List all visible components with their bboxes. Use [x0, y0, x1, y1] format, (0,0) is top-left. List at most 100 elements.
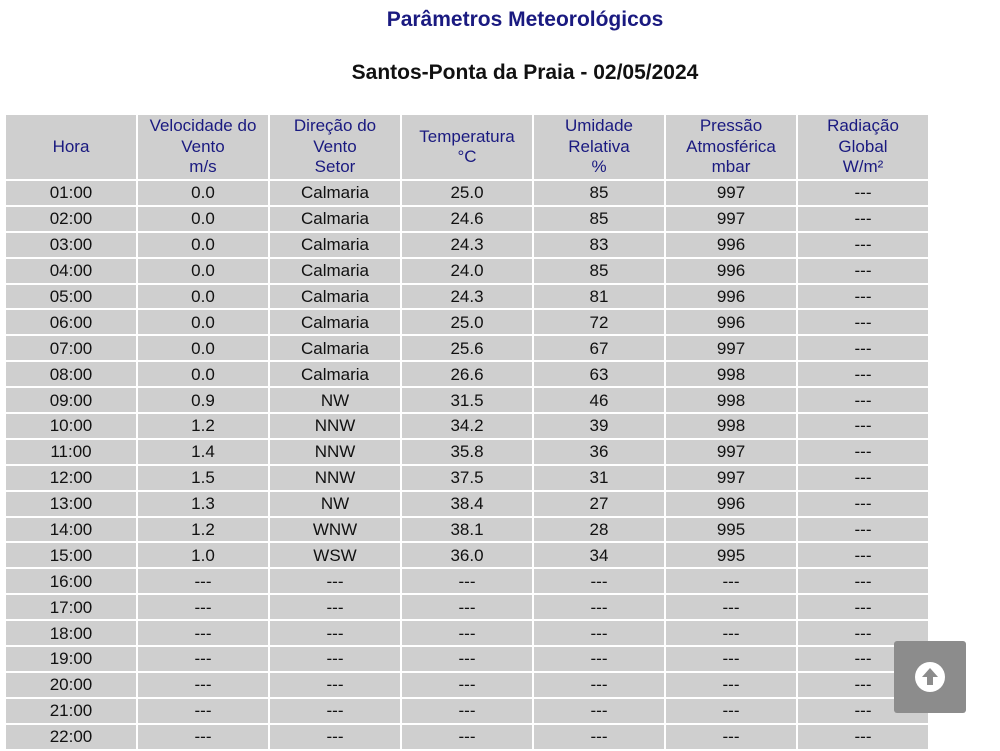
table-cell-temperatura: 25.0	[402, 181, 532, 205]
table-cell-temperatura: 38.4	[402, 491, 532, 516]
table-cell-umidade: 83	[534, 232, 664, 257]
table-cell-temperatura: 35.8	[402, 439, 532, 464]
table-cell-umidade: ---	[534, 698, 664, 723]
column-header-line: Setor	[314, 157, 356, 177]
table-cell-pressao: ---	[666, 621, 796, 646]
table-cell-vento-direcao: ---	[270, 595, 400, 620]
table-cell-temperatura: ---	[402, 724, 532, 749]
column-header-umidade: Umidade Relativa%	[534, 115, 664, 179]
table-cell-pressao: 998	[666, 414, 796, 438]
table-cell-pressao: 996	[666, 310, 796, 335]
table-cell-vento-velocidade: ---	[138, 672, 268, 697]
table-row: 16:00 --- --- --- --- --- ---	[6, 569, 928, 594]
table-cell-vento-velocidade: ---	[138, 724, 268, 749]
table-cell-pressao: 997	[666, 181, 796, 205]
column-header-line: m/s	[189, 157, 217, 177]
table-cell-temperatura: 34.2	[402, 414, 532, 438]
table-row: 04:00 0.0 Calmaria 24.0 85 996 ---	[6, 258, 928, 283]
table-cell-hora: 19:00	[6, 647, 136, 671]
table-cell-pressao: 998	[666, 388, 796, 413]
table-cell-vento-direcao: WSW	[270, 543, 400, 568]
column-header-line: %	[591, 157, 607, 177]
table-cell-radiacao: ---	[798, 284, 928, 309]
table-cell-hora: 04:00	[6, 258, 136, 283]
table-row: 03:00 0.0 Calmaria 24.3 83 996 ---	[6, 232, 928, 257]
column-header-line: Hora	[52, 136, 90, 156]
column-header-line: Pressão	[699, 116, 763, 136]
column-header-line: mbar	[711, 157, 751, 177]
table-cell-vento-velocidade: 0.0	[138, 258, 268, 283]
table-cell-temperatura: ---	[402, 595, 532, 620]
table-cell-hora: 06:00	[6, 310, 136, 335]
table-cell-umidade: ---	[534, 647, 664, 671]
table-row: 02:00 0.0 Calmaria 24.6 85 997 ---	[6, 206, 928, 231]
table-cell-pressao: 997	[666, 206, 796, 231]
column-header-line: W/m²	[842, 157, 884, 177]
column-header-vento-velocidade: Velocidade do Vento m/s	[138, 115, 268, 179]
table-cell-vento-direcao: NNW	[270, 465, 400, 490]
column-header-hora: Hora	[6, 115, 136, 179]
table-cell-temperatura: 25.0	[402, 310, 532, 335]
table-cell-temperatura: 24.3	[402, 284, 532, 309]
table-cell-radiacao: ---	[798, 439, 928, 464]
column-header-radiacao: Radiação Global W/m²	[798, 115, 928, 179]
table-row: 22:00 --- --- --- --- --- ---	[6, 724, 928, 749]
table-cell-vento-direcao: Calmaria	[270, 310, 400, 335]
table-cell-vento-velocidade: 1.3	[138, 491, 268, 516]
table-cell-umidade: 46	[534, 388, 664, 413]
column-header-pressao: Pressão Atmosférica mbar	[666, 115, 796, 179]
table-cell-pressao: 995	[666, 543, 796, 568]
table-cell-temperatura: ---	[402, 647, 532, 671]
column-header-line: Global	[838, 136, 888, 156]
table-cell-temperatura: 24.6	[402, 206, 532, 231]
table-cell-pressao: 996	[666, 232, 796, 257]
table-cell-umidade: ---	[534, 621, 664, 646]
table-row: 11:00 1.4 NNW 35.8 36 997 ---	[6, 439, 928, 464]
scroll-to-top-button[interactable]	[894, 641, 966, 713]
table-cell-radiacao: ---	[798, 181, 928, 205]
table-cell-pressao: 997	[666, 439, 796, 464]
table-cell-vento-direcao: NNW	[270, 414, 400, 438]
table-cell-hora: 14:00	[6, 517, 136, 542]
table-cell-pressao: ---	[666, 724, 796, 749]
table-cell-umidade: 27	[534, 491, 664, 516]
table-cell-radiacao: ---	[798, 206, 928, 231]
table-row: 12:00 1.5 NNW 37.5 31 997 ---	[6, 465, 928, 490]
table-cell-vento-velocidade: ---	[138, 647, 268, 671]
table-cell-hora: 22:00	[6, 724, 136, 749]
table-cell-radiacao: ---	[798, 569, 928, 594]
table-cell-vento-velocidade: 1.2	[138, 517, 268, 542]
table-cell-vento-velocidade: 1.0	[138, 543, 268, 568]
column-header-line: Atmosférica	[686, 136, 776, 156]
table-row: 18:00 --- --- --- --- --- ---	[6, 621, 928, 646]
table-cell-pressao: 995	[666, 517, 796, 542]
table-cell-temperatura: ---	[402, 569, 532, 594]
table-cell-radiacao: ---	[798, 595, 928, 620]
table-cell-vento-velocidade: 0.0	[138, 362, 268, 387]
table-cell-umidade: ---	[534, 672, 664, 697]
table-row: 01:00 0.0 Calmaria 25.0 85 997 ---	[6, 181, 928, 205]
table-cell-radiacao: ---	[798, 491, 928, 516]
table-cell-vento-direcao: Calmaria	[270, 206, 400, 231]
table-row: 17:00 --- --- --- --- --- ---	[6, 595, 928, 620]
table-cell-umidade: ---	[534, 724, 664, 749]
table-cell-radiacao: ---	[798, 258, 928, 283]
table-cell-hora: 11:00	[6, 439, 136, 464]
table-cell-pressao: 997	[666, 465, 796, 490]
table-cell-umidade: ---	[534, 569, 664, 594]
table-cell-umidade: 85	[534, 181, 664, 205]
table-cell-umidade: 63	[534, 362, 664, 387]
table-cell-vento-direcao: WNW	[270, 517, 400, 542]
table-cell-umidade: ---	[534, 595, 664, 620]
table-cell-pressao: ---	[666, 672, 796, 697]
table-cell-radiacao: ---	[798, 362, 928, 387]
table-cell-radiacao: ---	[798, 543, 928, 568]
table-cell-vento-direcao: Calmaria	[270, 336, 400, 361]
table-cell-vento-velocidade: 0.0	[138, 336, 268, 361]
table-cell-hora: 17:00	[6, 595, 136, 620]
column-header-vento-direcao: Direção do Vento Setor	[270, 115, 400, 179]
table-row: 09:00 0.9 NW 31.5 46 998 ---	[6, 388, 928, 413]
table-cell-vento-direcao: NNW	[270, 439, 400, 464]
table-row: 15:00 1.0 WSW 36.0 34 995 ---	[6, 543, 928, 568]
table-cell-temperatura: 25.6	[402, 336, 532, 361]
